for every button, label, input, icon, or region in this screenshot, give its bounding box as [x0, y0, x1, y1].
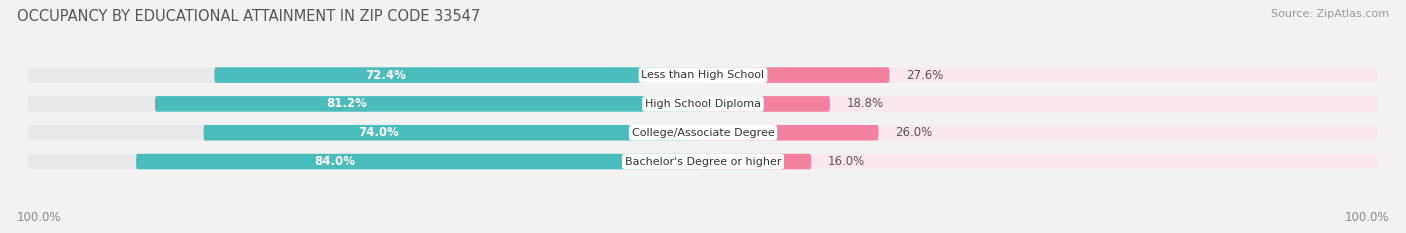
- FancyBboxPatch shape: [703, 96, 830, 112]
- FancyBboxPatch shape: [703, 125, 879, 140]
- FancyBboxPatch shape: [136, 154, 703, 169]
- Text: OCCUPANCY BY EDUCATIONAL ATTAINMENT IN ZIP CODE 33547: OCCUPANCY BY EDUCATIONAL ATTAINMENT IN Z…: [17, 9, 479, 24]
- FancyBboxPatch shape: [155, 96, 703, 112]
- Text: 100.0%: 100.0%: [17, 211, 62, 224]
- FancyBboxPatch shape: [28, 124, 1378, 142]
- FancyBboxPatch shape: [703, 67, 889, 83]
- Text: 84.0%: 84.0%: [314, 155, 356, 168]
- FancyBboxPatch shape: [204, 125, 703, 140]
- Text: College/Associate Degree: College/Associate Degree: [631, 128, 775, 138]
- Text: Source: ZipAtlas.com: Source: ZipAtlas.com: [1271, 9, 1389, 19]
- Text: 18.8%: 18.8%: [846, 97, 884, 110]
- FancyBboxPatch shape: [703, 154, 1378, 169]
- Text: High School Diploma: High School Diploma: [645, 99, 761, 109]
- FancyBboxPatch shape: [28, 67, 703, 83]
- FancyBboxPatch shape: [703, 125, 1378, 140]
- FancyBboxPatch shape: [28, 96, 703, 112]
- Text: Bachelor's Degree or higher: Bachelor's Degree or higher: [624, 157, 782, 167]
- FancyBboxPatch shape: [703, 96, 1378, 112]
- FancyBboxPatch shape: [703, 154, 811, 169]
- FancyBboxPatch shape: [28, 153, 1378, 171]
- Text: 74.0%: 74.0%: [359, 126, 399, 139]
- FancyBboxPatch shape: [28, 95, 1378, 113]
- FancyBboxPatch shape: [28, 154, 703, 169]
- Text: 16.0%: 16.0%: [828, 155, 865, 168]
- Text: 26.0%: 26.0%: [896, 126, 932, 139]
- FancyBboxPatch shape: [214, 67, 703, 83]
- Text: 100.0%: 100.0%: [1344, 211, 1389, 224]
- Text: 27.6%: 27.6%: [905, 69, 943, 82]
- Text: 81.2%: 81.2%: [326, 97, 367, 110]
- Text: 72.4%: 72.4%: [366, 69, 406, 82]
- FancyBboxPatch shape: [703, 67, 1378, 83]
- FancyBboxPatch shape: [28, 125, 703, 140]
- FancyBboxPatch shape: [28, 66, 1378, 84]
- Text: Less than High School: Less than High School: [641, 70, 765, 80]
